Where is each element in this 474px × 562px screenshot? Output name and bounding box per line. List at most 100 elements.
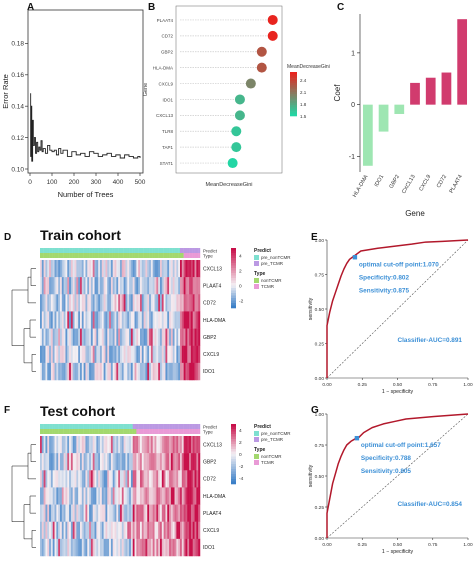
heatmap-cell bbox=[145, 521, 148, 540]
predict-annotation-cell bbox=[105, 424, 108, 429]
heatmap-cell bbox=[134, 362, 137, 381]
type-annotation-cell bbox=[125, 253, 128, 258]
scale-gradient-step bbox=[231, 444, 236, 447]
type-annotation-cell bbox=[147, 253, 150, 258]
predict-legend-item: pre_nonTCMR bbox=[261, 431, 291, 436]
heatmap-cell bbox=[152, 470, 155, 488]
heatmap-cell bbox=[74, 311, 77, 329]
heatmap-cell bbox=[158, 504, 161, 522]
heatmap-row-label: PLAAT4 bbox=[203, 284, 221, 290]
heatmap-cell bbox=[147, 521, 150, 540]
type-annotation-cell bbox=[90, 429, 93, 434]
heatmap-cell bbox=[136, 436, 139, 454]
heatmap-cell bbox=[58, 436, 61, 454]
heatmap-cell bbox=[116, 436, 119, 454]
heatmap-cell bbox=[76, 362, 79, 381]
heatmap-cell bbox=[181, 294, 184, 312]
predict-annotation-cell bbox=[185, 248, 188, 253]
heatmap-cell bbox=[109, 345, 112, 364]
heatmap-cell bbox=[92, 260, 95, 278]
heatmap-cell bbox=[154, 470, 157, 488]
scale-gradient-step bbox=[231, 260, 236, 264]
heatmap-cell bbox=[196, 538, 199, 557]
predict-annotation-cell bbox=[170, 248, 173, 253]
heatmap-cell bbox=[96, 277, 99, 295]
heatmap-cell bbox=[78, 260, 81, 278]
predict-annotation-cell bbox=[49, 424, 52, 429]
heatmap-cell bbox=[174, 470, 177, 488]
heatmap-cell bbox=[50, 328, 53, 346]
heatmap-cell bbox=[47, 362, 50, 381]
predict-annotation-cell bbox=[50, 248, 53, 253]
heatmap-cell bbox=[190, 277, 193, 295]
predict-annotation-cell bbox=[123, 424, 126, 429]
heatmap-cell bbox=[161, 328, 164, 346]
heatmap-cell bbox=[174, 436, 177, 454]
heatmap-cell bbox=[161, 521, 164, 540]
type-annotation-cell bbox=[41, 429, 44, 434]
heatmap-cell bbox=[163, 436, 166, 454]
type-annotation-cell bbox=[101, 253, 104, 258]
heatmap-cell bbox=[63, 453, 66, 471]
heatmap-cell bbox=[96, 453, 99, 471]
scale-gradient-step bbox=[231, 300, 236, 304]
heatmap-cell bbox=[149, 328, 152, 346]
heatmap-cell bbox=[154, 260, 157, 278]
heatmap-cell bbox=[43, 294, 46, 312]
heatmap-cell bbox=[47, 504, 50, 522]
heatmap-cell bbox=[40, 538, 43, 557]
heatmap-cell bbox=[112, 504, 115, 522]
heatmap-cell bbox=[198, 328, 201, 346]
heatmap-cell bbox=[92, 453, 95, 471]
heatmap-cell bbox=[189, 538, 192, 557]
heatmap-cell bbox=[172, 504, 175, 522]
heatmap-cell bbox=[60, 362, 63, 381]
heatmap-cell bbox=[145, 345, 148, 364]
heatmap-cell bbox=[180, 260, 183, 278]
heatmap-row-label: CXCL13 bbox=[203, 266, 222, 272]
heatmap-cell bbox=[145, 277, 148, 295]
heatmap-cell bbox=[165, 311, 168, 329]
heatmap-cell bbox=[192, 345, 195, 364]
heatmap-cell bbox=[41, 345, 44, 364]
heatmap-cell bbox=[116, 311, 119, 329]
type-annotation-cell bbox=[89, 253, 92, 258]
heatmap-cell bbox=[130, 504, 133, 522]
type-annotation-cell bbox=[72, 429, 75, 434]
heatmap-cell bbox=[76, 436, 79, 454]
heatmap-cell bbox=[112, 345, 115, 364]
heatmap-cell bbox=[185, 504, 188, 522]
gene-label: STAT1 bbox=[160, 161, 174, 166]
heatmap-cell bbox=[87, 294, 90, 312]
heatmap-cell bbox=[43, 362, 46, 381]
heatmap-cell bbox=[65, 362, 68, 381]
heatmap-cell bbox=[120, 277, 123, 295]
coef-bar bbox=[378, 104, 389, 132]
heatmap-cell bbox=[112, 328, 115, 346]
heatmap-cell bbox=[90, 294, 93, 312]
heatmap-cell bbox=[169, 345, 172, 364]
lollipop-dot bbox=[227, 158, 238, 169]
heatmap-cell bbox=[183, 436, 186, 454]
heatmap-cell bbox=[54, 538, 57, 557]
heatmap-cell bbox=[54, 521, 57, 540]
heatmap-cell bbox=[130, 538, 133, 557]
heatmap-cell bbox=[45, 436, 48, 454]
heatmap-cell bbox=[107, 436, 110, 454]
predict-annotation-cell bbox=[143, 424, 146, 429]
heatmap-cell bbox=[154, 504, 157, 522]
heatmap-cell bbox=[43, 436, 46, 454]
heatmap-cell bbox=[120, 294, 123, 312]
heatmap-cell bbox=[85, 487, 88, 505]
heatmap-cell bbox=[180, 294, 183, 312]
heatmap-cell bbox=[100, 453, 103, 471]
heatmap-cell bbox=[160, 470, 163, 488]
coef-bar bbox=[362, 104, 373, 166]
heatmap-cell bbox=[141, 294, 144, 312]
predict-annotation-cell bbox=[154, 248, 157, 253]
heatmap-cell bbox=[87, 487, 90, 505]
legend-gradient-step bbox=[290, 100, 297, 104]
heatmap-cell bbox=[180, 277, 183, 295]
heatmap-cell bbox=[76, 521, 79, 540]
type-annotation-cell bbox=[158, 253, 161, 258]
